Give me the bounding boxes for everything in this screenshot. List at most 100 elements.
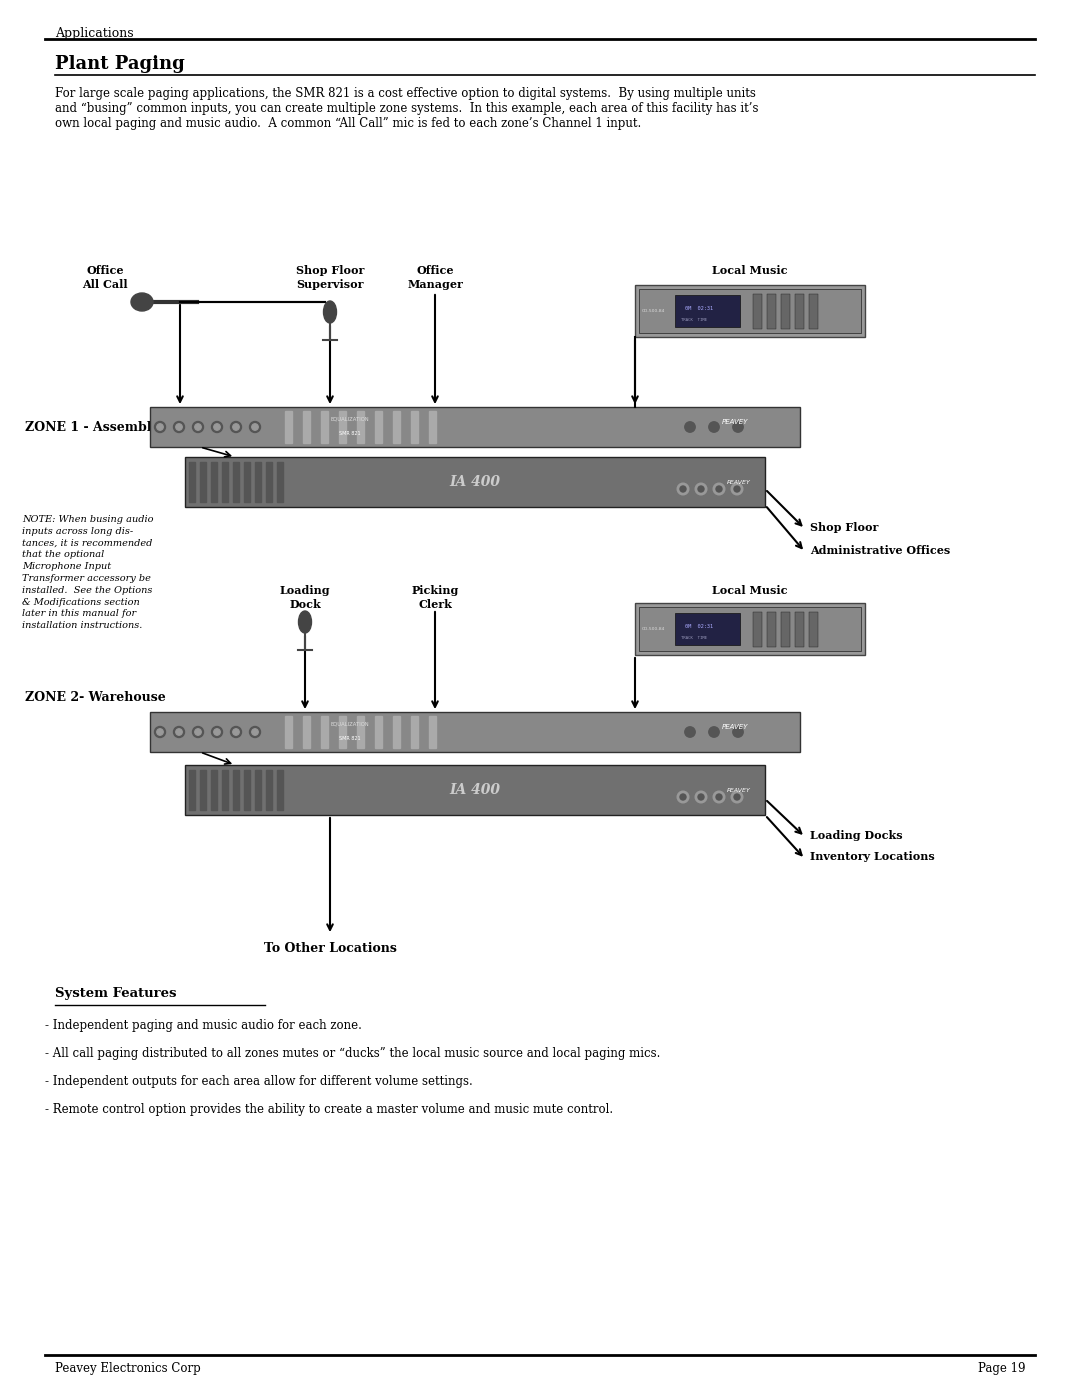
Bar — [222, 462, 228, 502]
Circle shape — [716, 486, 723, 492]
Bar — [303, 411, 310, 443]
FancyBboxPatch shape — [185, 766, 765, 814]
Text: TRACK  TIME: TRACK TIME — [681, 319, 707, 321]
Bar — [244, 462, 249, 502]
Text: To Other Locations: To Other Locations — [264, 942, 396, 956]
Circle shape — [252, 423, 258, 430]
Circle shape — [698, 486, 704, 492]
Bar — [200, 462, 205, 502]
Circle shape — [716, 793, 723, 800]
FancyBboxPatch shape — [675, 295, 740, 327]
Circle shape — [731, 483, 743, 495]
Text: PEAVEY: PEAVEY — [727, 788, 751, 792]
Circle shape — [713, 483, 725, 495]
Text: SMR 821: SMR 821 — [339, 735, 361, 740]
Circle shape — [731, 791, 743, 803]
FancyBboxPatch shape — [753, 612, 762, 647]
FancyBboxPatch shape — [639, 289, 861, 332]
Text: Applications: Applications — [55, 27, 134, 41]
Bar — [211, 462, 216, 502]
Circle shape — [233, 423, 239, 430]
Circle shape — [154, 726, 165, 738]
Text: Inventory Locations: Inventory Locations — [810, 852, 935, 862]
Bar — [429, 717, 436, 747]
Bar — [189, 770, 194, 810]
Bar — [211, 770, 216, 810]
FancyBboxPatch shape — [767, 293, 777, 330]
Bar — [339, 717, 346, 747]
Circle shape — [176, 423, 183, 430]
Bar — [255, 462, 260, 502]
Bar — [303, 717, 310, 747]
Text: System Features: System Features — [55, 988, 176, 1000]
Bar — [411, 717, 418, 747]
Bar — [233, 462, 239, 502]
Bar — [200, 770, 205, 810]
Bar — [222, 770, 228, 810]
Text: TRACK  TIME: TRACK TIME — [681, 636, 707, 640]
Circle shape — [677, 483, 689, 495]
Bar — [233, 770, 239, 810]
Circle shape — [230, 422, 242, 433]
Text: SMR 821: SMR 821 — [339, 430, 361, 436]
Circle shape — [249, 422, 260, 433]
Text: Local Music: Local Music — [712, 585, 787, 597]
Text: ZONE 2- Warehouse: ZONE 2- Warehouse — [25, 690, 165, 704]
FancyBboxPatch shape — [675, 613, 740, 645]
FancyBboxPatch shape — [150, 712, 800, 752]
Text: Clerk: Clerk — [418, 599, 451, 610]
FancyBboxPatch shape — [639, 608, 861, 651]
Text: PEAVEY: PEAVEY — [721, 724, 748, 731]
Bar — [375, 411, 382, 443]
Circle shape — [696, 483, 706, 495]
Text: - All call paging distributed to all zones mutes or “ducks” the local music sour: - All call paging distributed to all zon… — [45, 1046, 660, 1060]
Text: Local Music: Local Music — [712, 265, 787, 277]
Bar — [266, 462, 271, 502]
Circle shape — [680, 793, 686, 800]
Circle shape — [176, 729, 183, 735]
Circle shape — [192, 422, 203, 433]
Bar — [266, 770, 271, 810]
Text: EQUALIZATION: EQUALIZATION — [330, 416, 369, 422]
Text: Peavey Electronics Corp: Peavey Electronics Corp — [55, 1362, 201, 1375]
Bar — [244, 770, 249, 810]
Circle shape — [733, 726, 743, 738]
Text: 0M  02:31: 0M 02:31 — [685, 623, 713, 629]
Circle shape — [733, 422, 743, 432]
Text: Loading: Loading — [280, 585, 330, 597]
Bar — [276, 770, 283, 810]
Text: Administrative Offices: Administrative Offices — [810, 545, 950, 556]
Text: EQUALIZATION: EQUALIZATION — [330, 721, 369, 726]
Circle shape — [174, 422, 185, 433]
Text: NOTE: When busing audio
inputs across long dis-
tances, it is recommended
that t: NOTE: When busing audio inputs across lo… — [22, 515, 153, 630]
Circle shape — [698, 793, 704, 800]
FancyBboxPatch shape — [795, 293, 804, 330]
Circle shape — [214, 729, 220, 735]
FancyBboxPatch shape — [635, 604, 865, 655]
Circle shape — [212, 422, 222, 433]
Circle shape — [708, 422, 719, 432]
Text: Supervisor: Supervisor — [296, 279, 364, 291]
Bar — [411, 411, 418, 443]
Text: Shop Floor: Shop Floor — [296, 265, 364, 277]
Text: CD-500-84: CD-500-84 — [642, 627, 665, 631]
Circle shape — [708, 726, 719, 738]
Text: Shop Floor: Shop Floor — [810, 521, 878, 532]
Circle shape — [194, 423, 201, 430]
FancyBboxPatch shape — [781, 612, 789, 647]
FancyBboxPatch shape — [809, 612, 818, 647]
Circle shape — [685, 726, 696, 738]
Circle shape — [696, 791, 706, 803]
Circle shape — [734, 486, 740, 492]
Circle shape — [734, 793, 740, 800]
Bar — [429, 411, 436, 443]
FancyBboxPatch shape — [150, 407, 800, 447]
Bar — [357, 717, 364, 747]
FancyBboxPatch shape — [185, 457, 765, 507]
Text: 0M  02:31: 0M 02:31 — [685, 306, 713, 310]
Text: Plant Paging: Plant Paging — [55, 54, 185, 73]
Circle shape — [252, 729, 258, 735]
Ellipse shape — [298, 610, 311, 633]
Text: All Call: All Call — [82, 279, 127, 291]
Text: Page 19: Page 19 — [977, 1362, 1025, 1375]
